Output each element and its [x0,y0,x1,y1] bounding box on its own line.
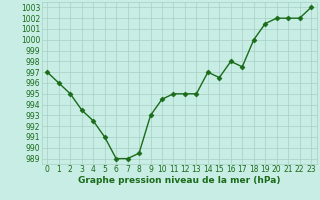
X-axis label: Graphe pression niveau de la mer (hPa): Graphe pression niveau de la mer (hPa) [78,176,280,185]
